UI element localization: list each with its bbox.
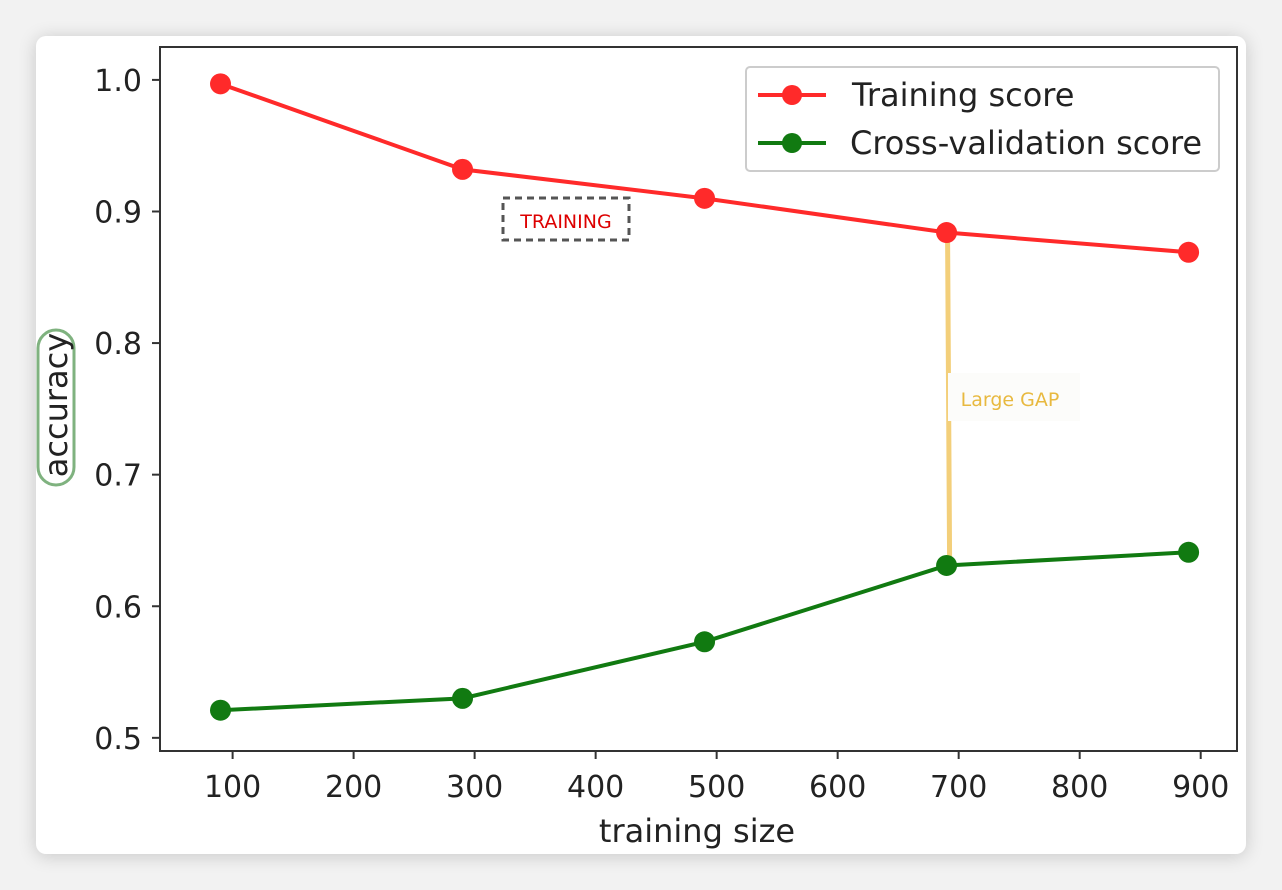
x-tick-label: 400 [567,770,624,805]
plot-frame [159,46,1238,752]
y-tick-label: 0.7 [94,459,142,494]
chart-card [36,36,1246,854]
training-score-point [452,158,474,180]
training-annotation-box [501,196,631,242]
series-cross-validation-score [210,541,1200,721]
cv-score-point [694,631,716,653]
legend-label-cv: Cross-validation score [850,124,1202,162]
series-training-score [210,73,1200,263]
legend-marker-cv [782,133,802,153]
x-tick-label: 800 [1051,770,1108,805]
cv-score-line [220,550,1189,713]
x-tick-label: 900 [1172,770,1229,805]
gap-annotation-bg [948,373,1080,421]
training-annotation: TRAINING [501,196,631,242]
y-axis-label: accuracy [37,333,75,477]
training-score-point [210,73,232,95]
x-tick-label: 500 [688,770,745,805]
training-score-point [1178,241,1200,263]
x-axis-label: training size [599,812,795,850]
cv-score-point [1178,541,1200,563]
y-axis-label-group: accuracy [36,328,76,487]
cv-score-point [452,687,474,709]
legend-label-training: Training score [851,76,1074,114]
x-ticks: 100 200 300 400 500 600 700 800 900 [204,751,1229,805]
y-ticks: 0.5 0.6 0.7 0.8 0.9 1.0 [94,64,160,757]
gap-annotation: Large GAP [948,373,1080,421]
legend: Training score Cross-validation score [745,66,1220,172]
x-tick-label: 600 [809,770,866,805]
training-score-point [694,187,716,209]
x-tick-label: 100 [204,770,261,805]
plot-area-border [159,46,1238,752]
cv-score-point [210,699,232,721]
legend-box [745,66,1220,172]
y-tick-label: 0.5 [94,722,142,757]
y-axis-label-highlight [36,328,76,487]
y-tick-label: 0.6 [94,590,142,625]
y-tick-label: 0.9 [94,195,142,230]
training-score-point [936,222,958,244]
gap-annotation-label: Large GAP [961,389,1060,411]
x-tick-label: 200 [325,770,382,805]
training-annotation-label: TRAINING [519,211,611,233]
x-tick-label: 700 [930,770,987,805]
x-tick-label: 300 [446,770,503,805]
y-tick-label: 0.8 [94,327,142,362]
cv-score-point [936,554,958,576]
series [210,73,1200,721]
legend-marker-training [782,85,802,105]
y-tick-label: 1.0 [94,64,142,99]
